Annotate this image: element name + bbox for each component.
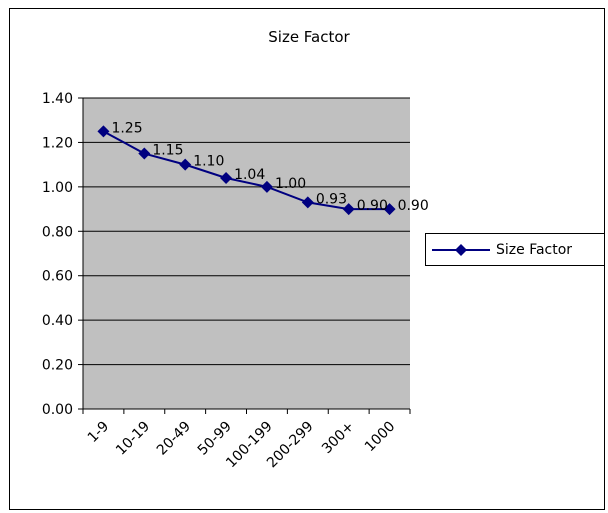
y-tick-labels: 0.00 0.20 0.40 0.60 0.80 1.00 1.20 1.40	[42, 91, 73, 418]
data-label: 0.90	[357, 198, 388, 214]
data-point	[301, 196, 314, 209]
x-tick-label: 50-99	[195, 419, 235, 459]
legend-marker	[432, 244, 490, 256]
x-tick-label: 10-19	[113, 419, 153, 459]
gridlines	[83, 97, 410, 366]
data-point	[260, 180, 273, 193]
y-tick-label: 0.80	[42, 224, 73, 240]
y-tick-label: 0.00	[42, 402, 73, 418]
series-line	[102, 130, 390, 211]
data-point	[342, 203, 355, 216]
y-tick-label: 0.20	[42, 358, 73, 374]
data-label: 1.04	[234, 167, 265, 183]
data-point	[138, 147, 151, 160]
y-tick-label: 0.40	[42, 313, 73, 329]
data-label: 1.25	[111, 120, 142, 136]
data-point	[220, 171, 233, 184]
data-label: 0.93	[316, 191, 347, 207]
data-point	[383, 203, 396, 216]
y-tick-label: 1.40	[42, 91, 73, 107]
x-tick-label: 300+	[319, 419, 358, 458]
y-tick-label: 1.20	[42, 135, 73, 151]
plot-area	[83, 98, 410, 409]
chart-title: Size Factor	[268, 28, 350, 46]
x-tick-label: 1000	[362, 419, 399, 456]
data-point	[97, 125, 110, 138]
x-tick-label: 1-9	[85, 419, 112, 446]
axes	[78, 97, 411, 414]
y-tick-label: 1.00	[42, 180, 73, 196]
legend-diamond-icon	[455, 244, 467, 256]
data-label: 1.10	[193, 154, 224, 170]
data-labels: 1.25 1.15 1.10 1.04 1.00 0.93 0.90 0.90	[111, 120, 428, 214]
data-label: 1.15	[152, 143, 183, 159]
legend: Size Factor	[425, 233, 605, 266]
x-tick-label: 20-49	[154, 419, 194, 459]
data-label: 1.00	[275, 176, 306, 192]
data-point	[179, 158, 192, 171]
legend-label: Size Factor	[496, 242, 573, 258]
data-label: 0.90	[398, 198, 429, 214]
series-layer	[97, 125, 396, 216]
y-tick-label: 0.60	[42, 269, 73, 285]
